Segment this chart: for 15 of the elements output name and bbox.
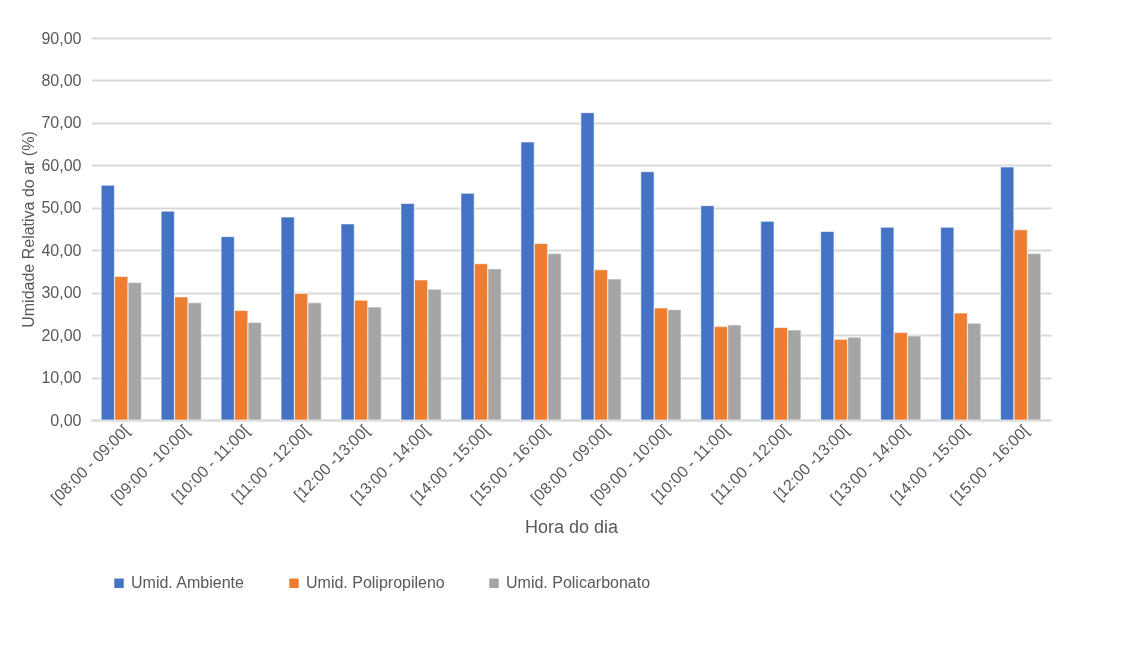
y-tick-label: 90,00 — [41, 29, 82, 47]
y-tick-label: 0,00 — [50, 411, 82, 429]
legend-label: Umid. Ambiente — [131, 574, 245, 592]
legend-label: Umid. Policarbonato — [506, 574, 651, 592]
legend-label: Umid. Polipropileno — [306, 574, 445, 592]
y-tick-label: 80,00 — [41, 71, 82, 89]
y-tick-label: 50,00 — [41, 199, 82, 217]
y-tick-label: 40,00 — [41, 241, 82, 259]
y-axis-title: Umidade Relativa do ar (%) — [20, 131, 38, 328]
y-tick-label: 10,00 — [41, 369, 82, 387]
y-tick-label: 20,00 — [41, 326, 82, 344]
y-tick-label: 60,00 — [41, 156, 82, 174]
y-tick-label: 30,00 — [41, 284, 82, 302]
x-axis-title: Hora do dia — [524, 516, 620, 537]
y-tick-label: 70,00 — [41, 114, 82, 132]
